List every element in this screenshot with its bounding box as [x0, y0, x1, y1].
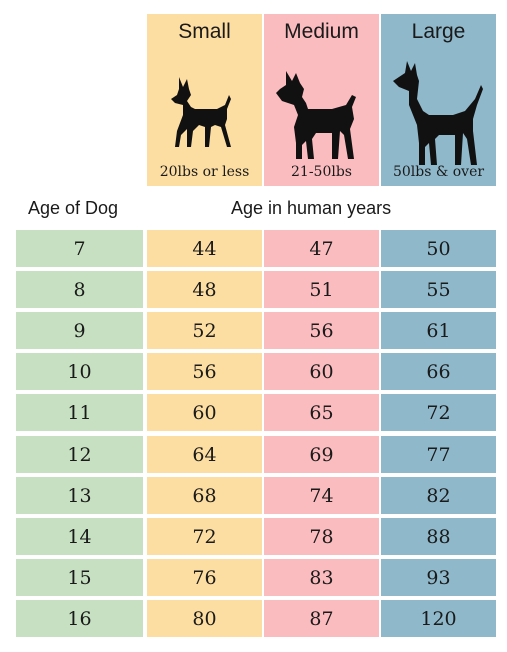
age-cell: 8	[16, 271, 143, 308]
large-cell: 61	[381, 312, 496, 349]
large-cell: 77	[381, 436, 496, 473]
large-cell: 50	[381, 230, 496, 267]
age-cell: 10	[16, 353, 143, 390]
medium-cell: 78	[264, 518, 379, 555]
human-years-label: Age in human years	[231, 198, 392, 218]
medium-title: Medium	[284, 20, 359, 43]
small-cell: 80	[147, 600, 262, 637]
large-cell: 82	[381, 477, 496, 514]
age-cell: 14	[16, 518, 143, 555]
medium-cell: 60	[264, 353, 379, 390]
medium-header: Medium 21-50lbs	[264, 14, 379, 186]
small-cell: 68	[147, 477, 262, 514]
large-dog-icon	[381, 56, 496, 174]
large-cell: 55	[381, 271, 496, 308]
large-cell: 120	[381, 600, 496, 637]
medium-cell: 47	[264, 230, 379, 267]
small-cell: 76	[147, 559, 262, 596]
large-weight: 50lbs & over	[392, 164, 485, 180]
medium-cell: 87	[264, 600, 379, 637]
age-cell: 11	[16, 394, 143, 431]
age-cell: 12	[16, 436, 143, 473]
age-cell: 15	[16, 559, 143, 596]
age-of-dog-label: Age of Dog	[28, 198, 119, 218]
small-cell: 60	[147, 394, 262, 431]
medium-dog-icon	[264, 56, 379, 174]
small-title: Small	[178, 20, 231, 43]
medium-cell: 69	[264, 436, 379, 473]
medium-cell: 65	[264, 394, 379, 431]
age-cell: 16	[16, 600, 143, 637]
small-cell: 56	[147, 353, 262, 390]
age-cell: 13	[16, 477, 143, 514]
small-cell: 52	[147, 312, 262, 349]
large-header: Large 50lbs & over	[381, 14, 496, 186]
small-cell: 72	[147, 518, 262, 555]
medium-cell: 51	[264, 271, 379, 308]
large-cell: 66	[381, 353, 496, 390]
small-weight: 20lbs or less	[159, 164, 250, 180]
medium-weight: 21-50lbs	[291, 164, 352, 180]
small-cell: 44	[147, 230, 262, 267]
small-cell: 48	[147, 271, 262, 308]
large-cell: 88	[381, 518, 496, 555]
large-cell: 93	[381, 559, 496, 596]
medium-cell: 74	[264, 477, 379, 514]
age-cell: 7	[16, 230, 143, 267]
small-header: Small 20lbs or less	[147, 14, 262, 186]
medium-cell: 83	[264, 559, 379, 596]
large-title: Large	[411, 20, 466, 43]
age-cell: 9	[16, 312, 143, 349]
small-cell: 64	[147, 436, 262, 473]
medium-cell: 56	[264, 312, 379, 349]
large-cell: 72	[381, 394, 496, 431]
small-dog-icon	[147, 56, 262, 174]
